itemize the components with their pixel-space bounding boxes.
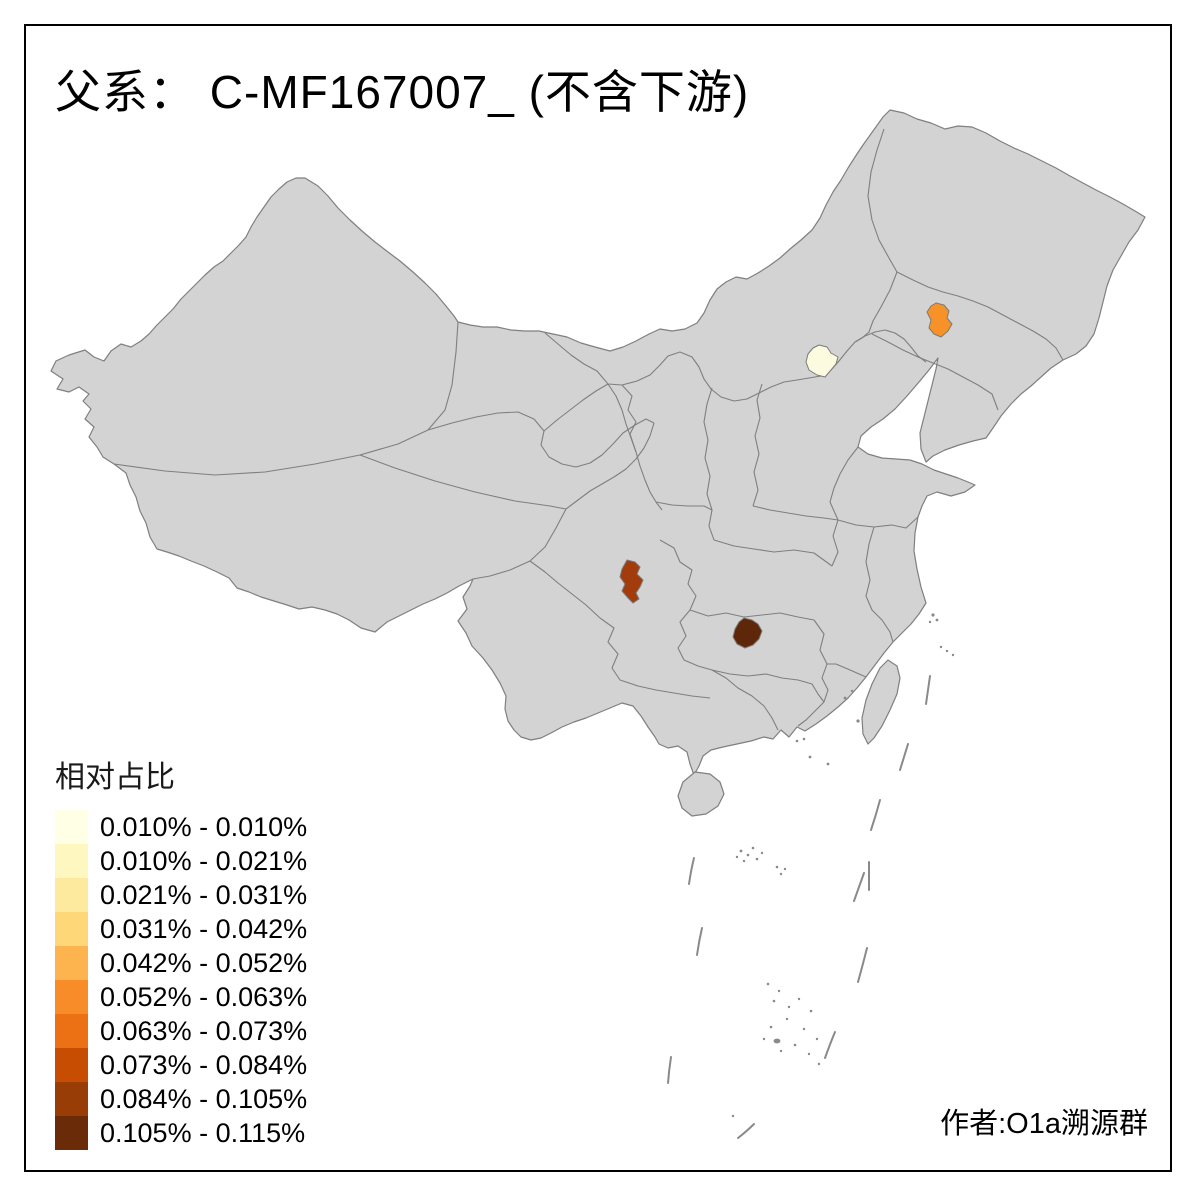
border-hubei-hunan <box>689 609 815 621</box>
legend-label-7: 0.063% - 0.073% <box>100 1015 308 1046</box>
nine-dash-line <box>667 675 931 1139</box>
china-mainland-shape <box>50 109 1146 776</box>
border-hunan-guangdong <box>711 669 825 703</box>
legend-label-9: 0.084% - 0.105% <box>100 1083 308 1114</box>
legend-swatch-5 <box>55 946 88 980</box>
legend-row: 0.010% - 0.010% <box>55 810 307 844</box>
border-gansu-shaanxi <box>607 383 663 511</box>
border-qinghai-sichuan <box>565 422 655 510</box>
border-zhejiang-fujian <box>827 663 867 678</box>
border-gansu-corridor <box>543 383 609 432</box>
legend-row: 0.031% - 0.042% <box>55 912 307 946</box>
legend-swatch-7 <box>55 1014 88 1048</box>
legend-row: 0.105% - 0.115% <box>55 1116 307 1150</box>
border-heilongjiang-jilin <box>896 271 1064 361</box>
legend-swatch-8 <box>55 1048 88 1082</box>
legend-label-1: 0.010% - 0.010% <box>100 811 308 842</box>
legend-swatch-6 <box>55 980 88 1014</box>
legend: 相对占比 0.010% - 0.010% 0.010% - 0.021% 0.0… <box>55 752 307 1150</box>
legend-label-5: 0.042% - 0.052% <box>100 947 308 978</box>
legend-swatch-1 <box>55 810 88 844</box>
border-henan-north <box>752 505 839 521</box>
legend-label-8: 0.073% - 0.084% <box>100 1049 308 1080</box>
border-sichuan-chongqing <box>655 501 713 661</box>
legend-label-3: 0.021% - 0.031% <box>100 879 308 910</box>
legend-swatch-3 <box>55 878 88 912</box>
border-xinjiang <box>113 321 459 476</box>
taiwan-island <box>861 659 901 745</box>
author-credit: 作者:O1a溯源群 <box>940 1108 1148 1140</box>
legend-label-4: 0.031% - 0.042% <box>100 913 308 944</box>
border-guangdong-fujian <box>797 701 825 727</box>
legend-label-6: 0.052% - 0.063% <box>100 981 308 1012</box>
legend-row: 0.084% - 0.105% <box>55 1082 307 1116</box>
border-henan-hubei <box>713 519 839 567</box>
highlight-prefecture-sichuan <box>619 559 644 604</box>
border-inner-mongolia-heilongjiang <box>854 128 898 343</box>
border-shaanxi-shanxi <box>703 387 715 541</box>
legend-swatch-9 <box>55 1082 88 1116</box>
legend-row: 0.073% - 0.084% <box>55 1048 307 1082</box>
highlight-prefecture-beijing <box>805 344 839 378</box>
map-title: 父系： C-MF167007_ (不含下游) <box>55 66 750 118</box>
border-tibet-north <box>359 454 567 510</box>
border-guangxi-guangdong <box>711 669 779 731</box>
border-yunnan-sichuan <box>529 560 601 619</box>
border-jilin-liaoning <box>871 333 999 411</box>
island-dots <box>731 613 955 1118</box>
hainan-island <box>677 771 725 817</box>
border-guizhou <box>599 617 713 699</box>
border-qinghai-gansu <box>427 411 655 468</box>
legend-row: 0.010% - 0.021% <box>55 844 307 878</box>
legend-swatch-10 <box>55 1116 88 1150</box>
highlight-prefecture-northeast <box>926 302 953 338</box>
legend-label-2: 0.010% - 0.021% <box>100 845 308 876</box>
legend-row: 0.052% - 0.063% <box>55 980 307 1014</box>
legend-label-10: 0.105% - 0.115% <box>100 1117 306 1148</box>
highlight-prefecture-hunan <box>732 617 763 649</box>
border-jiangsu-anhui <box>865 526 894 643</box>
legend-row: 0.042% - 0.052% <box>55 946 307 980</box>
legend-row: 0.063% - 0.073% <box>55 1014 307 1048</box>
legend-swatch-2 <box>55 844 88 878</box>
province-borders <box>113 128 1064 731</box>
legend-title: 相对占比 <box>55 761 175 794</box>
legend-row: 0.021% - 0.031% <box>55 878 307 912</box>
legend-swatch-4 <box>55 912 88 946</box>
border-shanxi-hebei <box>752 383 763 507</box>
border-shandong <box>829 446 919 529</box>
